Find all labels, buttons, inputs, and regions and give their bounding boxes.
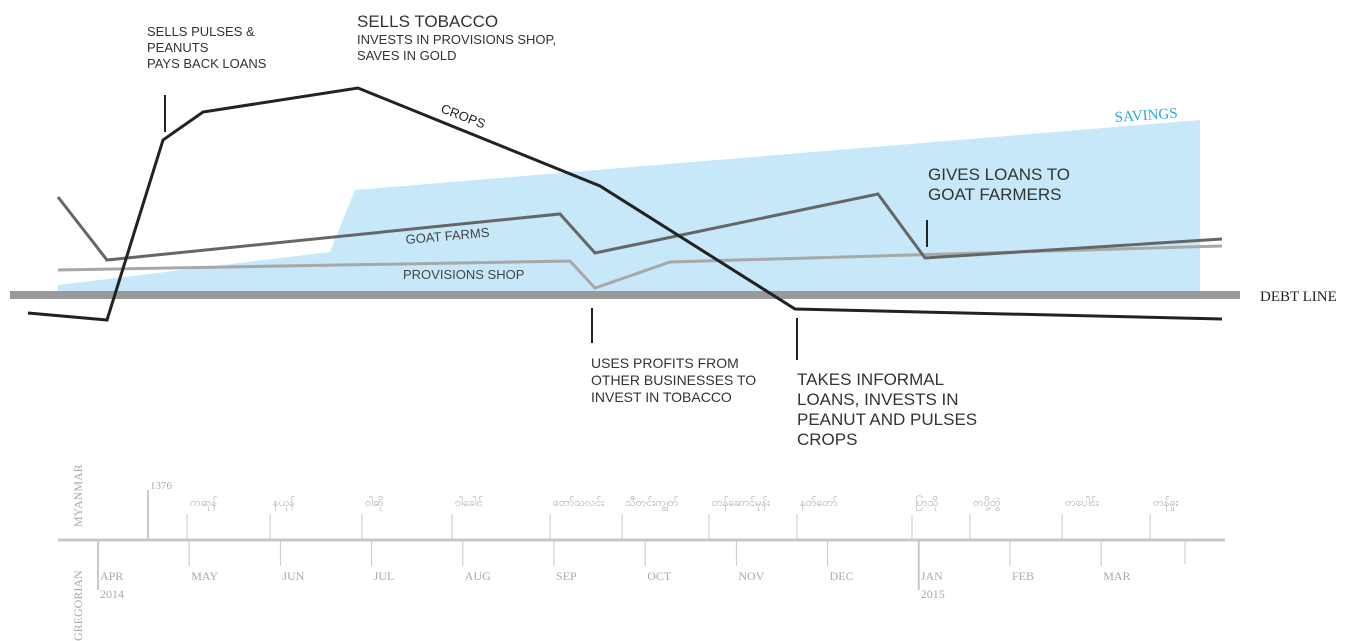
gregorian-month-label: DEC xyxy=(830,569,854,583)
gregorian-month-label: APR xyxy=(100,569,123,583)
myanmar-month-label: ကဆုန် xyxy=(190,496,217,511)
myanmar-month-label: ဝါခေါင် xyxy=(455,496,483,509)
savings-area xyxy=(58,120,1200,295)
myanmar-month-label: ဝါဆို xyxy=(365,496,384,511)
myanmar-year-label: 1376 xyxy=(150,480,173,492)
annotation-profits: USES PROFITS FROM OTHER BUSINESSES TO IN… xyxy=(591,355,756,406)
series-label-provisions-shop: PROVISIONS SHOP xyxy=(403,267,524,282)
myanmar-month-label: တန်ဆောင်မုန်း xyxy=(712,496,770,511)
series-label-crops: CROPS xyxy=(439,101,488,132)
myanmar-month-label: ပြာသို xyxy=(915,495,939,511)
annotation-tobacco-line-2: SAVES IN GOLD xyxy=(357,48,457,63)
debt-line-label: DEBT LINE xyxy=(1260,289,1337,305)
series-line-provisions-shop xyxy=(57,244,1223,290)
annotation-pulses-line-1: SELLS PULSES & xyxy=(147,24,255,39)
gregorian-month-label: MAY xyxy=(191,569,218,583)
series-line-crops xyxy=(27,86,1223,322)
annotation-informal-line-2: LOANS, INVESTS IN xyxy=(797,390,959,409)
myanmar-month-label: နယုန် xyxy=(273,496,295,511)
gregorian-month-label: MAR xyxy=(1103,569,1130,583)
annotation-goat-loans-line-2: GOAT FARMERS xyxy=(928,185,1062,204)
myanmar-axis: MYANMAR 1376 ကဆုန် နယုန် ဝါဆို ဝါခေါင် တော်သ… xyxy=(71,464,1179,540)
myanmar-month-label: တန်ခူး xyxy=(1153,496,1179,511)
gregorian-month-label: JAN xyxy=(921,569,943,583)
myanmar-month-label: တပေါင်း xyxy=(1065,496,1099,509)
annotation-profits-line-3: INVEST IN TOBACCO xyxy=(591,389,732,405)
gregorian-axis-label: GREGORIAN xyxy=(71,570,85,641)
annotation-goat-loans: GIVES LOANS TO GOAT FARMERS xyxy=(928,165,1070,205)
annotation-profits-line-2: OTHER BUSINESSES TO xyxy=(591,372,757,388)
myanmar-month-label: တော်သလင်း xyxy=(553,496,604,509)
series-label-savings: SAVINGS xyxy=(1114,106,1178,126)
myanmar-month-label: တပို့တွဲ xyxy=(973,496,1001,511)
annotation-pulses: SELLS PULSES & PEANUTS PAYS BACK LOANS xyxy=(147,24,266,72)
gregorian-month-label: NOV xyxy=(738,569,764,583)
myanmar-month-label: သီတင်းကျွတ် xyxy=(625,496,679,512)
annotation-tobacco: SELLS TOBACCO INVESTS IN PROVISIONS SHOP… xyxy=(357,12,556,64)
annotation-informal-line-4: CROPS xyxy=(797,430,858,449)
annotation-profits-line-1: USES PROFITS FROM xyxy=(591,355,739,371)
annotation-informal-line-3: PEANUT AND PULSES xyxy=(797,410,978,429)
myanmar-month-label: နတ်တော် xyxy=(800,496,838,511)
gregorian-month-label: FEB xyxy=(1012,569,1034,583)
gregorian-month-label: AUG xyxy=(465,569,491,583)
gregorian-month-label: OCT xyxy=(647,569,672,583)
annotation-pulses-line-2: PEANUTS xyxy=(147,40,209,55)
annotation-pulses-line-3: PAYS BACK LOANS xyxy=(147,56,267,71)
annotation-goat-loans-line-1: GIVES LOANS TO xyxy=(928,165,1071,184)
annotation-informal-line-1: TAKES INFORMAL xyxy=(797,370,945,389)
gregorian-year-label: 2015 xyxy=(921,587,945,601)
gregorian-year-label: 2014 xyxy=(100,587,124,601)
gregorian-axis: GREGORIAN APR 2014 MAY JUN JUL AUG SEP OCT NOV DE… xyxy=(71,540,1186,641)
myanmar-axis-label: MYANMAR xyxy=(71,464,85,527)
gregorian-month-label: SEP xyxy=(556,569,577,583)
annotation-informal-loans: TAKES INFORMAL LOANS, INVESTS IN PEANUT … xyxy=(797,370,977,450)
series-label-goat-farms: GOAT FARMS xyxy=(405,225,490,247)
annotation-tobacco-title: SELLS TOBACCO xyxy=(357,12,499,31)
gregorian-month-label: JUN xyxy=(282,569,304,583)
annotation-tobacco-line-1: INVESTS IN PROVISIONS SHOP, xyxy=(357,32,557,47)
series-line-goat-farms xyxy=(56,192,1223,262)
gregorian-month-label: JUL xyxy=(374,569,395,583)
